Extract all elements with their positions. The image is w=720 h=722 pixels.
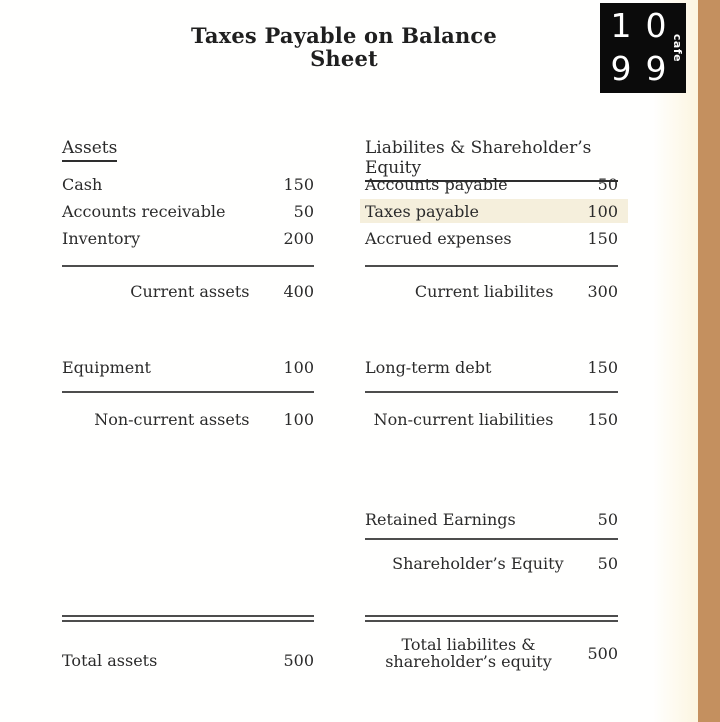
row-value: 100 [587,201,618,221]
row-value: 50 [597,174,618,194]
row-value: 150 [587,357,618,377]
subtotal-label: Non-current assets [94,409,250,429]
subtotal-value: 400 [283,281,314,301]
row-label: Long-term debt [365,357,492,377]
warm-fade-decoration [653,0,698,722]
rule-noncurrent-assets [62,391,314,393]
row-label: Inventory [62,228,141,248]
asset-row-accounts-receivable: Accounts receivable 50 [62,199,314,223]
row-value: 50 [597,509,618,529]
row-label: Cash [62,174,103,194]
page-title: Taxes Payable on Balance Sheet [0,24,688,70]
liability-row-taxes-payable-highlighted: Taxes payable 100 [360,199,628,223]
row-value: 150 [283,174,314,194]
liability-row-accounts-payable: Accounts payable 50 [365,172,618,196]
subtotal-value: 100 [283,409,314,429]
accent-border [698,0,720,722]
liability-row-longterm-debt: Long-term debt 150 [365,355,618,379]
logo-digit: 1 [610,6,632,45]
rule-current-liabilities [365,265,618,267]
row-label: Taxes payable [365,201,479,221]
total-value: 500 [587,643,618,663]
row-label: Equipment [62,357,151,377]
logo-digit: 9 [645,49,667,88]
total-liabilities-row: Total liabilites & shareholder’s equity … [365,636,618,670]
logo-digit: 0 [645,6,667,45]
assets-header: Assets [62,138,314,162]
total-label: Total assets [62,650,158,670]
current-liabilities-subtotal: Current liabilites 300 [365,279,618,303]
subtotal-label: Current liabilites [414,281,554,301]
liability-row-retained-earnings: Retained Earnings 50 [365,507,618,531]
total-label: Total liabilites & shareholder’s equity [385,635,552,671]
subtotal-label: Current assets [130,281,250,301]
subtotal-value: 300 [587,281,618,301]
total-value: 500 [283,650,314,670]
row-value: 50 [293,201,314,221]
row-value: 100 [283,357,314,377]
subtotal-label: Shareholder’s Equity [392,553,564,573]
row-value: 150 [587,228,618,248]
total-assets-row: Total assets 500 [62,648,314,672]
liability-row-accrued-expenses: Accrued expenses 150 [365,226,618,250]
row-label: Retained Earnings [365,509,516,529]
subtotal-value: 50 [597,553,618,573]
page-title-line2: Sheet [310,46,378,71]
subtotal-label: Non-current liabilities [373,409,554,429]
asset-row-equipment: Equipment 100 [62,355,314,379]
logo-digits: 1 0 9 9 [608,4,669,90]
noncurrent-liabilities-subtotal: Non-current liabilities 150 [365,407,618,431]
liabilities-rows: Accounts payable 50 Taxes payable 100 Ac… [360,172,628,250]
double-rule-total-liabilities [365,615,618,622]
page-title-line1: Taxes Payable on Balance [191,23,497,48]
rule-shareholders-equity [365,538,618,540]
noncurrent-assets-subtotal: Non-current assets 100 [62,407,314,431]
subtotal-value: 150 [587,409,618,429]
row-label: Accounts receivable [62,201,226,221]
row-label: Accrued expenses [365,228,512,248]
asset-row-inventory: Inventory 200 [62,226,314,250]
double-rule-total-assets [62,615,314,622]
rule-current-assets [62,265,314,267]
logo-side-text: cafe [671,33,684,63]
current-assets-subtotal: Current assets 400 [62,279,314,303]
liabilities-header: Liabilites & Shareholder’s Equity [365,138,618,182]
assets-rows: Cash 150 Accounts receivable 50 Inventor… [62,172,314,250]
asset-row-cash: Cash 150 [62,172,314,196]
row-label: Accounts payable [365,174,508,194]
shareholders-equity-subtotal: Shareholder’s Equity 50 [365,551,618,575]
row-value: 200 [283,228,314,248]
logo-1099-cafe: 1 0 9 9 cafe [600,3,686,93]
logo-digit: 9 [610,49,632,88]
rule-noncurrent-liabilities [365,391,618,393]
